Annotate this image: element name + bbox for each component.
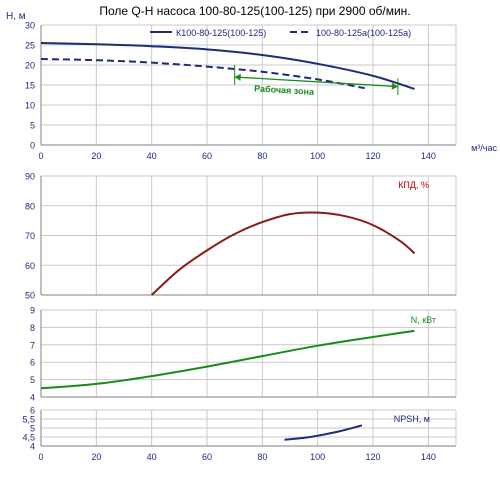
y-tick-label: 4 xyxy=(30,393,35,403)
x-tick-label: 40 xyxy=(147,452,157,462)
x-tick-label: 60 xyxy=(202,452,212,462)
x-tick-label: 0 xyxy=(38,452,43,462)
y-tick-label: 25 xyxy=(25,41,35,51)
panel-label-kpd: КПД, % xyxy=(398,180,429,190)
y-tick-label: 6 xyxy=(30,358,35,368)
y-tick-label: 5 xyxy=(30,424,35,434)
legend-label-alt: 100-80-125а(100-125а) xyxy=(316,28,411,38)
x-tick-label: 0 xyxy=(38,151,43,161)
y-tick-label: 15 xyxy=(25,81,35,91)
x-tick-label: 60 xyxy=(202,151,212,161)
y-tick-label: 8 xyxy=(30,323,35,333)
panel-label-npsh: NPSH, м xyxy=(394,414,430,424)
y-tick-label: 70 xyxy=(25,231,35,241)
chart-title: Поле Q-H насоса 100-80-125(100-125) при … xyxy=(99,4,410,18)
y-tick-label: 4,5 xyxy=(22,433,35,443)
y-tick-label: 60 xyxy=(25,261,35,271)
y-tick-label: 6 xyxy=(30,406,35,416)
y-tick-label: 50 xyxy=(25,291,35,301)
x-tick-label: 80 xyxy=(257,151,267,161)
y-tick-label: 80 xyxy=(25,201,35,211)
x-tick-label: 20 xyxy=(91,452,101,462)
y-tick-label: 7 xyxy=(30,340,35,350)
x-tick-label: 20 xyxy=(91,151,101,161)
y-tick-label: 0 xyxy=(30,141,35,151)
y-tick-label: 5 xyxy=(30,121,35,131)
x-tick-label: 120 xyxy=(365,452,380,462)
x-tick-label: 100 xyxy=(310,452,325,462)
x-tick-label: 140 xyxy=(421,452,436,462)
panel-label-power: N, кВт xyxy=(411,315,436,325)
y-tick-label: 30 xyxy=(25,21,35,31)
y-tick-label: 4 xyxy=(30,442,35,452)
x-axis-label-q: м³/час xyxy=(471,143,497,153)
y-tick-label: 9 xyxy=(30,306,35,316)
x-tick-label: 40 xyxy=(147,151,157,161)
y-tick-label: 5 xyxy=(30,375,35,385)
x-tick-label: 80 xyxy=(257,452,267,462)
x-tick-label: 140 xyxy=(421,151,436,161)
y-tick-label: 20 xyxy=(25,61,35,71)
y-axis-label-h: H, м xyxy=(6,11,26,22)
legend-label-main: К100-80-125(100-125) xyxy=(176,28,266,38)
x-tick-label: 100 xyxy=(310,151,325,161)
y-tick-label: 5,5 xyxy=(22,415,35,425)
x-tick-label: 120 xyxy=(365,151,380,161)
y-tick-label: 90 xyxy=(25,172,35,182)
y-tick-label: 10 xyxy=(25,101,35,111)
